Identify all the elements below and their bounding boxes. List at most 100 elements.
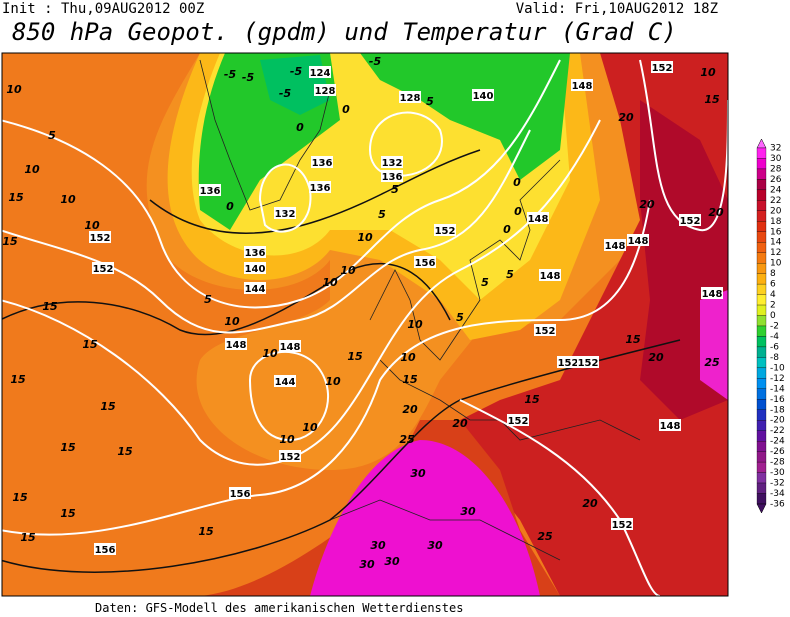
temperature-label: 15: [100, 400, 116, 413]
temperature-label: 10: [357, 231, 373, 244]
colorbar-swatch: [756, 367, 767, 379]
temperature-label: 15: [2, 235, 18, 248]
geopotential-label: 152: [280, 452, 301, 463]
temperature-label: 15: [198, 525, 214, 538]
geopotential-label-box: [274, 375, 296, 387]
temperature-label: 0: [513, 176, 521, 189]
geopotential-label: 148: [280, 342, 301, 353]
geopotential-label: 148: [540, 271, 561, 282]
geopotential-label: 152: [612, 520, 633, 531]
temperature-label: 10: [322, 276, 338, 289]
temperature-label: 5: [426, 95, 434, 108]
colorbar-label: 10: [770, 259, 782, 269]
colorbar-swatch: [756, 325, 767, 337]
geopotential-label-box: [534, 324, 556, 336]
geopotential-label-box: [89, 231, 111, 243]
temperature-label: 20: [452, 417, 468, 430]
geopotential-label: 156: [415, 258, 436, 269]
contour: [2, 59, 561, 309]
geopotential-label: 136: [312, 158, 333, 169]
colorbar-swatch: [756, 461, 767, 473]
geopotential-label-box: [311, 156, 333, 168]
temperature-label: 10: [224, 315, 240, 328]
colorbar-swatch: [756, 378, 767, 389]
colorbar-label: 14: [770, 238, 782, 248]
temperature-label: 20: [639, 198, 655, 211]
colorbar-label: -28: [770, 458, 785, 468]
geopotential-label: 136: [245, 248, 266, 259]
temperature-label: 15: [42, 300, 58, 313]
geopotential-label-box: [399, 91, 421, 103]
geopotential-label: 156: [95, 545, 116, 556]
temperature-label: 10: [400, 351, 416, 364]
colorbar-swatch: [756, 221, 767, 232]
geopotential-label-box: [679, 214, 701, 226]
geopotential-label-box: [199, 184, 221, 196]
colorbar-swatch: [756, 482, 767, 494]
geopotential-label: 148: [226, 340, 247, 351]
geopotential-label-box: [244, 282, 266, 294]
colorbar-swatch: [756, 231, 767, 243]
isotherm: [149, 149, 481, 234]
temperature-label: 10: [302, 421, 318, 434]
colorbar-swatch: [756, 336, 767, 348]
isotherms: [2, 149, 681, 573]
geopotential-label: 144: [275, 377, 296, 388]
footer: Daten: GFS-Modell des amerikanischen Wet…: [95, 601, 463, 615]
colorbar-swatch: [756, 168, 767, 180]
geopotential-label-box: [611, 518, 633, 530]
colorbar-label: -26: [770, 447, 785, 457]
coast-greenland: [199, 59, 331, 211]
temperature-label: 15: [524, 393, 540, 406]
temperature-label: 15: [10, 373, 26, 386]
geopotential-label-box: [94, 543, 116, 555]
temperature-label: 5: [506, 268, 514, 281]
temperature-label: 25: [537, 530, 553, 543]
geopotential-label-box: [314, 84, 336, 96]
geopotential-label-box: [659, 419, 681, 431]
geopotential-label-box: [472, 89, 494, 101]
colorbar-swatch: [756, 273, 767, 285]
geopotential-label: 140: [245, 264, 266, 275]
temperature-label: 0: [226, 200, 234, 213]
geopotential-label: 152: [535, 326, 556, 337]
colorbar-swatch: [756, 210, 767, 222]
geopotential-label: 148: [572, 81, 593, 92]
temperature-label: 15: [402, 373, 418, 386]
temperature-label: 30: [427, 539, 443, 552]
geopotential-label-box: [381, 170, 403, 182]
temperature-label: -5: [290, 65, 303, 78]
colorbar-label: 8: [770, 269, 776, 279]
geopotential-label: 152: [578, 358, 599, 369]
temperature-label: 10: [700, 66, 716, 79]
temperature-label: 15: [704, 93, 720, 106]
title: 850 hPa Geopot. (gpdm) und Temperatur (G…: [12, 18, 677, 46]
temperature-label: -5: [242, 71, 255, 84]
temperature-label: 0: [514, 205, 522, 218]
colorbar-label: 32: [770, 144, 781, 154]
temperature-label: 15: [8, 191, 24, 204]
geopotential-label: 148: [702, 289, 723, 300]
colorbar-arrow-top: [756, 138, 767, 149]
colorbar-swatch: [756, 409, 767, 421]
temperature-label: 5: [378, 208, 386, 221]
contour-low: [248, 351, 330, 442]
colorbar-swatch: [756, 189, 767, 201]
colorbar-swatch: [756, 283, 767, 295]
temperature-label: 10: [340, 264, 356, 277]
colorbar-label: 2: [770, 301, 776, 311]
colorbar-label: -10: [770, 363, 785, 373]
geopotential-label: 152: [93, 264, 114, 275]
colorbar-swatch: [756, 399, 767, 410]
colorbar-label: 18: [770, 217, 782, 227]
colorbar-label: 24: [770, 185, 782, 195]
colorbar-label: -32: [770, 479, 785, 489]
temperature-label: -5: [279, 87, 292, 100]
geopotential-label: 152: [680, 216, 701, 227]
contour-low: [368, 111, 443, 177]
geopotential-label: 136: [382, 172, 403, 183]
colorbar-label: -30: [770, 468, 785, 478]
colorbar-swatch: [756, 472, 767, 484]
geopotential-label: 152: [508, 416, 529, 427]
colorbar-swatch: [756, 294, 767, 306]
